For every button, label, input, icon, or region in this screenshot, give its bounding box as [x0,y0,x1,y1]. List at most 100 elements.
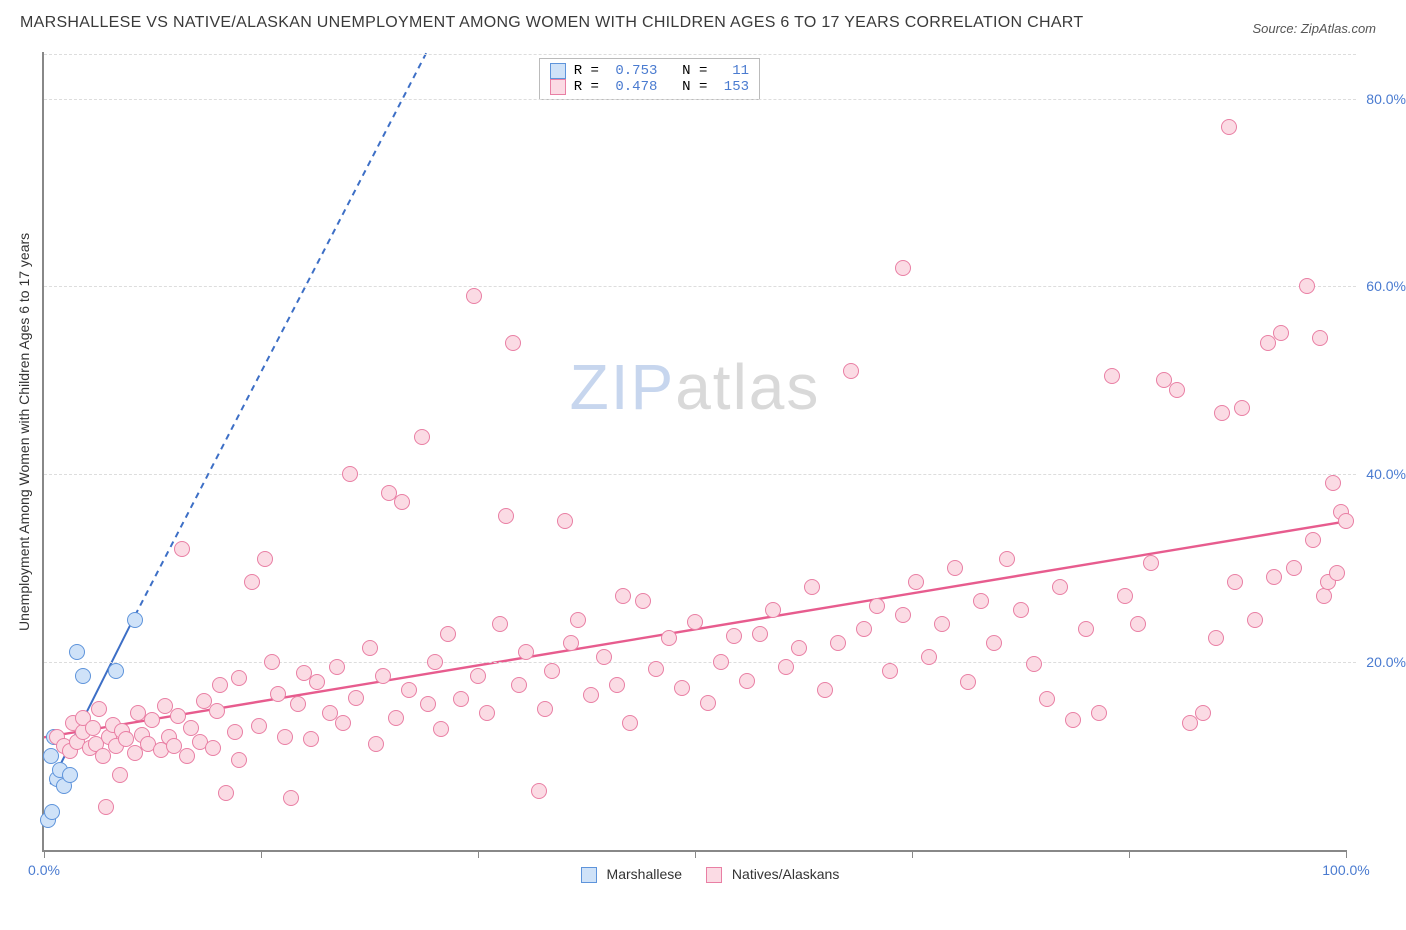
data-point [1013,602,1029,618]
data-point [934,616,950,632]
data-point [362,640,378,656]
data-point [257,551,273,567]
data-point [231,670,247,686]
data-point [1329,565,1345,581]
data-point [303,731,319,747]
data-point [622,715,638,731]
data-point [1130,616,1146,632]
data-point [62,767,78,783]
gridline [44,662,1356,663]
data-point [466,288,482,304]
data-point [112,767,128,783]
data-point [817,682,833,698]
source-label: Source: ZipAtlas.com [1252,21,1376,36]
data-point [401,682,417,698]
data-point [1273,325,1289,341]
data-point [335,715,351,731]
gridline [44,54,1356,55]
data-point [179,748,195,764]
data-point [309,674,325,690]
data-point [1195,705,1211,721]
x-tick [478,850,479,858]
r-label: R = [574,79,608,95]
legend-label: Marshallese [603,866,682,882]
data-point [1227,574,1243,590]
data-point [1117,588,1133,604]
r-value: 0.478 [615,79,657,95]
r-value: 0.753 [615,63,657,79]
data-point [511,677,527,693]
data-point [778,659,794,675]
x-tick-label: 100.0% [1322,862,1369,878]
legend-swatch [550,63,566,79]
data-point [1234,400,1250,416]
data-point [1316,588,1332,604]
data-point [231,752,247,768]
data-point [498,508,514,524]
data-point [635,593,651,609]
data-point [1065,712,1081,728]
data-point [479,705,495,721]
data-point [44,804,60,820]
data-point [85,720,101,736]
data-point [804,579,820,595]
data-point [583,687,599,703]
data-point [227,724,243,740]
chart-header: MARSHALLESE VS NATIVE/ALASKAN UNEMPLOYME… [10,10,1386,42]
data-point [960,674,976,690]
data-point [700,695,716,711]
x-tick [44,850,45,858]
data-point [91,701,107,717]
n-value: 153 [724,79,749,95]
gridline [44,99,1356,100]
y-tick-label: 40.0% [1366,466,1406,482]
data-point [882,663,898,679]
stats-legend: R = 0.753 N = 11R = 0.478 N = 153 [539,58,760,100]
data-point [869,598,885,614]
data-point [127,612,143,628]
data-point [830,635,846,651]
data-point [765,602,781,618]
data-point [427,654,443,670]
data-point [453,691,469,707]
data-point [895,260,911,276]
data-point [531,783,547,799]
stats-legend-row: R = 0.478 N = 153 [550,79,749,95]
chart-container: Unemployment Among Women with Children A… [10,42,1386,862]
data-point [518,644,534,660]
data-point [209,703,225,719]
data-point [1305,532,1321,548]
data-point [563,635,579,651]
gridline [44,286,1356,287]
data-point [726,628,742,644]
data-point [687,614,703,630]
data-point [713,654,729,670]
data-point [108,663,124,679]
y-tick-label: 60.0% [1366,278,1406,294]
x-tick [261,850,262,858]
data-point [1026,656,1042,672]
data-point [144,712,160,728]
data-point [609,677,625,693]
data-point [1091,705,1107,721]
data-point [218,785,234,801]
data-point [440,626,456,642]
data-point [1338,513,1354,529]
data-point [1247,612,1263,628]
data-point [283,790,299,806]
watermark-part1: ZIP [570,351,676,423]
data-point [290,696,306,712]
n-value: 11 [724,63,749,79]
n-label: N = [665,79,715,95]
data-point [895,607,911,623]
data-point [752,626,768,642]
data-point [973,593,989,609]
data-point [1078,621,1094,637]
data-point [244,574,260,590]
data-point [205,740,221,756]
data-point [505,335,521,351]
data-point [277,729,293,745]
watermark-part2: atlas [675,351,820,423]
x-tick [1129,850,1130,858]
data-point [342,466,358,482]
